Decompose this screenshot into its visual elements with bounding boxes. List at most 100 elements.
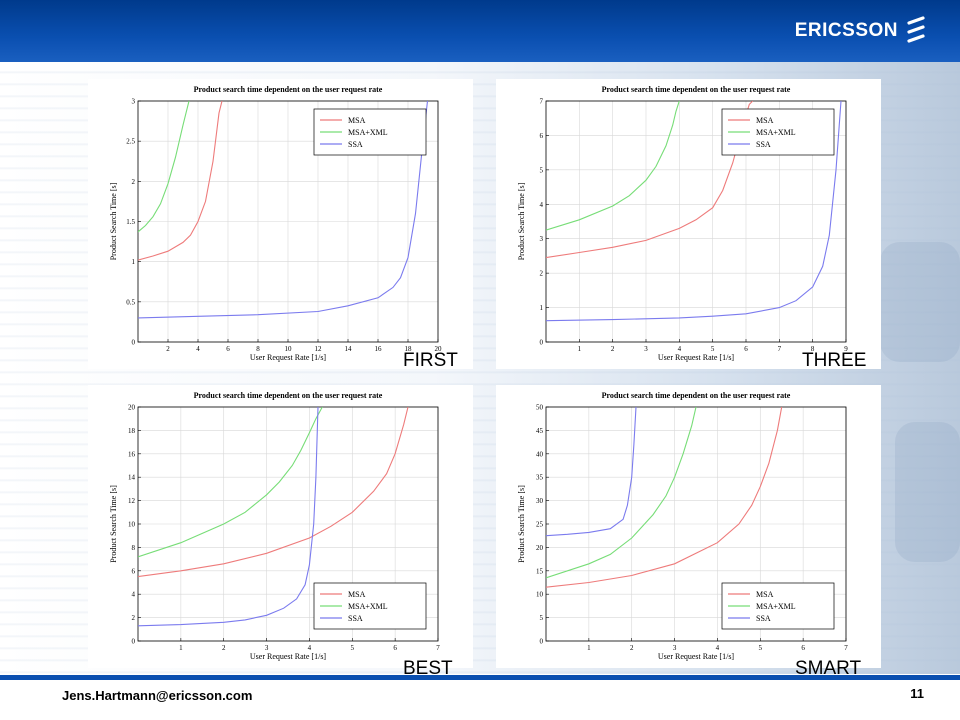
chart-title: Product search time dependent on the use… bbox=[602, 85, 791, 94]
y-tick-label: 3 bbox=[540, 235, 544, 243]
x-tick-label: 6 bbox=[393, 644, 397, 652]
header-bar: ERICSSON bbox=[0, 0, 960, 62]
x-tick-label: 9 bbox=[844, 345, 848, 353]
legend-label: SSA bbox=[348, 614, 363, 623]
x-tick-label: 2 bbox=[611, 345, 615, 353]
series-line-ssa bbox=[138, 101, 429, 319]
y-tick-label: 2.5 bbox=[126, 138, 135, 146]
x-tick-label: 8 bbox=[811, 345, 815, 353]
y-tick-label: 12 bbox=[128, 497, 136, 505]
legend-label: MSA+XML bbox=[756, 602, 796, 611]
y-tick-label: 2 bbox=[132, 614, 136, 622]
y-tick-label: 14 bbox=[128, 474, 136, 482]
background-decor bbox=[895, 422, 960, 562]
x-tick-label: 2 bbox=[222, 644, 226, 652]
series-line-msa bbox=[546, 407, 783, 588]
x-axis-label: User Request Rate [1/s] bbox=[658, 353, 735, 362]
legend-label: MSA bbox=[348, 590, 366, 599]
series-line-ssa bbox=[546, 101, 842, 322]
x-tick-label: 4 bbox=[308, 644, 312, 652]
x-tick-label: 6 bbox=[744, 345, 748, 353]
series-line-msa-xml bbox=[546, 407, 697, 579]
series-line-msa bbox=[138, 101, 223, 261]
y-tick-label: 20 bbox=[128, 404, 136, 412]
background-decor bbox=[880, 242, 960, 362]
x-tick-label: 5 bbox=[351, 644, 355, 652]
chart-three: Product search time dependent on the use… bbox=[496, 79, 881, 369]
x-axis-label: User Request Rate [1/s] bbox=[250, 652, 327, 661]
y-tick-label: 0 bbox=[132, 339, 136, 347]
y-tick-label: 4 bbox=[540, 201, 544, 209]
x-axis-label: User Request Rate [1/s] bbox=[250, 353, 327, 362]
legend-label: MSA+XML bbox=[756, 128, 796, 137]
legend-label: MSA+XML bbox=[348, 128, 388, 137]
page-number: 11 bbox=[910, 686, 924, 701]
caption-first: FIRST bbox=[403, 350, 458, 371]
x-tick-label: 5 bbox=[759, 644, 763, 652]
x-tick-label: 18 bbox=[405, 345, 413, 353]
legend-label: SSA bbox=[348, 140, 363, 149]
chart-smart: Product search time dependent on the use… bbox=[496, 385, 881, 668]
y-tick-label: 35 bbox=[536, 474, 544, 482]
y-tick-label: 4 bbox=[132, 591, 136, 599]
footer-email: Jens.Hartmann@ericsson.com bbox=[62, 688, 253, 703]
y-tick-label: 1 bbox=[540, 304, 544, 312]
series-line-ssa bbox=[138, 407, 319, 627]
y-tick-label: 18 bbox=[128, 427, 136, 435]
ericsson-logo-icon bbox=[907, 16, 925, 43]
y-tick-label: 0.5 bbox=[126, 298, 135, 306]
x-tick-label: 1 bbox=[587, 644, 591, 652]
y-tick-label: 40 bbox=[536, 450, 544, 458]
caption-best: BEST bbox=[403, 658, 453, 679]
y-tick-label: 1 bbox=[132, 258, 136, 266]
x-tick-label: 7 bbox=[844, 644, 848, 652]
y-tick-label: 3 bbox=[132, 98, 136, 106]
y-tick-label: 0 bbox=[132, 638, 136, 646]
caption-three: THREE bbox=[802, 350, 867, 371]
x-tick-label: 10 bbox=[285, 345, 293, 353]
chart-svg: Product search time dependent on the use… bbox=[496, 385, 881, 668]
y-tick-label: 5 bbox=[540, 614, 544, 622]
x-tick-label: 4 bbox=[678, 345, 682, 353]
chart-svg: Product search time dependent on the use… bbox=[88, 79, 473, 369]
y-axis-label: Product Search Time [s] bbox=[109, 485, 118, 563]
y-tick-label: 5 bbox=[540, 166, 544, 174]
x-tick-label: 7 bbox=[436, 644, 440, 652]
x-tick-label: 1 bbox=[578, 345, 582, 353]
plot-frame bbox=[545, 100, 847, 343]
series-line-ssa bbox=[546, 407, 637, 537]
chart-best: Product search time dependent on the use… bbox=[88, 385, 473, 668]
y-tick-label: 25 bbox=[536, 521, 544, 529]
y-tick-label: 16 bbox=[128, 450, 136, 458]
footer-divider bbox=[0, 675, 960, 680]
x-tick-label: 5 bbox=[711, 345, 715, 353]
series-line-msa-xml bbox=[138, 101, 190, 233]
x-tick-label: 4 bbox=[716, 644, 720, 652]
y-tick-label: 50 bbox=[536, 404, 544, 412]
x-tick-label: 3 bbox=[644, 345, 648, 353]
y-axis-label: Product Search Time [s] bbox=[517, 485, 526, 563]
series-line-msa bbox=[138, 407, 409, 578]
legend-label: MSA+XML bbox=[348, 602, 388, 611]
y-axis-label: Product Search Time [s] bbox=[517, 182, 526, 260]
y-tick-label: 30 bbox=[536, 497, 544, 505]
x-tick-label: 7 bbox=[778, 345, 782, 353]
y-tick-label: 8 bbox=[132, 544, 136, 552]
x-tick-label: 4 bbox=[196, 345, 200, 353]
legend-label: MSA bbox=[756, 116, 774, 125]
x-tick-label: 2 bbox=[166, 345, 170, 353]
series-line-msa-xml bbox=[138, 407, 323, 558]
y-axis-label: Product Search Time [s] bbox=[109, 182, 118, 260]
x-tick-label: 6 bbox=[801, 644, 805, 652]
y-tick-label: 10 bbox=[536, 591, 544, 599]
caption-smart: SMART bbox=[795, 658, 862, 679]
chart-svg: Product search time dependent on the use… bbox=[496, 79, 881, 369]
x-tick-label: 3 bbox=[265, 644, 269, 652]
legend-label: SSA bbox=[756, 140, 771, 149]
y-tick-label: 1.5 bbox=[126, 218, 135, 226]
y-tick-label: 45 bbox=[536, 427, 544, 435]
legend-label: SSA bbox=[756, 614, 771, 623]
y-tick-label: 0 bbox=[540, 638, 544, 646]
x-tick-label: 12 bbox=[315, 345, 323, 353]
y-tick-label: 7 bbox=[540, 98, 544, 106]
